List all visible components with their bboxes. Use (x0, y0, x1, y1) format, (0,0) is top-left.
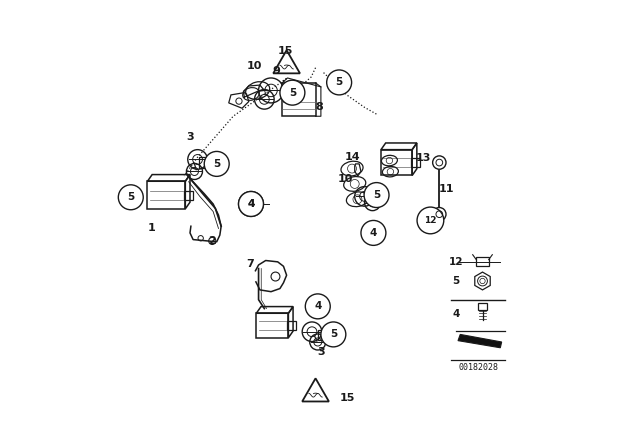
Bar (184, 190, 193, 199)
Text: 1: 1 (148, 224, 156, 233)
Text: 5: 5 (452, 276, 460, 286)
Bar (477, 303, 488, 310)
Text: 13: 13 (415, 153, 431, 163)
Bar (318, 330, 324, 340)
Text: 11: 11 (438, 184, 454, 194)
Text: 9: 9 (273, 66, 280, 76)
Bar (381, 150, 412, 176)
Text: 5: 5 (127, 192, 134, 202)
Text: 5: 5 (335, 78, 343, 87)
Text: 8: 8 (316, 102, 323, 112)
Bar (282, 83, 316, 116)
Text: 5: 5 (330, 329, 337, 340)
Polygon shape (458, 334, 502, 348)
Bar (412, 158, 420, 167)
Circle shape (321, 322, 346, 347)
Bar (147, 181, 186, 209)
Bar (199, 157, 205, 168)
Circle shape (280, 80, 305, 105)
Text: 15: 15 (340, 392, 355, 403)
Circle shape (433, 156, 446, 169)
Text: 14: 14 (345, 152, 360, 162)
Text: 3: 3 (317, 347, 324, 357)
Bar (287, 321, 296, 330)
Text: 12: 12 (424, 216, 436, 225)
Circle shape (361, 220, 386, 246)
Circle shape (326, 70, 351, 95)
Text: 00182028: 00182028 (458, 363, 498, 372)
Circle shape (239, 191, 264, 216)
Text: 5: 5 (213, 159, 220, 169)
Circle shape (305, 294, 330, 319)
Text: 5: 5 (373, 190, 380, 200)
Text: 4: 4 (314, 302, 321, 311)
Circle shape (204, 151, 229, 177)
Bar (257, 313, 289, 338)
Text: 4: 4 (247, 199, 255, 209)
Text: 15: 15 (278, 46, 293, 56)
Text: 12: 12 (449, 257, 463, 267)
Circle shape (239, 191, 264, 216)
Text: 10: 10 (337, 174, 353, 185)
Bar (476, 258, 489, 266)
Text: 3: 3 (186, 132, 194, 142)
Text: 2: 2 (209, 236, 216, 246)
Circle shape (433, 207, 446, 221)
Text: 10: 10 (246, 61, 262, 71)
Text: 5: 5 (289, 88, 296, 98)
Circle shape (364, 183, 389, 207)
Circle shape (118, 185, 143, 210)
Text: 4: 4 (370, 228, 377, 238)
Text: 4: 4 (247, 199, 255, 209)
Text: 4: 4 (452, 309, 460, 319)
Circle shape (417, 207, 444, 234)
Text: 7: 7 (246, 259, 253, 269)
